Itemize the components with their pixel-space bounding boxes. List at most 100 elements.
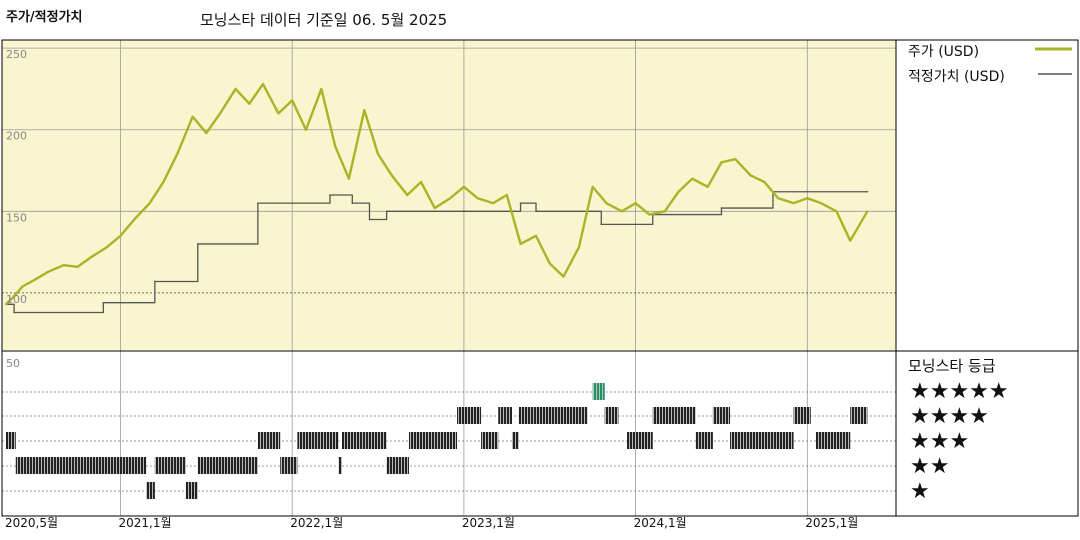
- price-point: [634, 202, 637, 204]
- rating-bar: [154, 457, 186, 474]
- fair-value-line: [6, 191, 868, 314]
- rating-bar: [386, 457, 409, 474]
- rating-bar: [652, 407, 696, 424]
- price-point: [248, 102, 251, 105]
- fair-value-point: [351, 202, 354, 204]
- rating-bar: [511, 432, 519, 449]
- price-point: [305, 128, 307, 131]
- price-point: [119, 234, 122, 237]
- rating-bar: [592, 383, 605, 400]
- x-tick-label: 2024,1월: [634, 516, 687, 530]
- price-point: [133, 218, 136, 221]
- price-point: [420, 181, 422, 183]
- price-point: [277, 112, 280, 115]
- price-point: [406, 194, 409, 196]
- price-point: [90, 256, 93, 258]
- rating-bar: [342, 432, 387, 449]
- price-point: [691, 177, 694, 180]
- fair-value-point: [385, 210, 388, 213]
- price-point: [492, 202, 494, 204]
- price-point: [506, 194, 508, 196]
- price-point: [33, 279, 36, 281]
- rating-bar: [815, 432, 851, 449]
- price-point: [5, 303, 7, 306]
- rating-bar: [627, 432, 653, 449]
- rating-bar: [712, 407, 731, 424]
- rating-bar: [185, 482, 198, 499]
- rating-bar: [146, 482, 155, 499]
- price-point: [849, 239, 852, 242]
- price-point: [191, 115, 194, 118]
- price-point: [449, 197, 451, 200]
- price-point: [476, 197, 479, 200]
- price-point: [348, 177, 350, 180]
- price-point: [621, 210, 623, 213]
- rating-legend-title: 모닝스타 등급: [908, 357, 996, 375]
- rating-bar: [338, 457, 343, 474]
- fair-value-point: [519, 202, 522, 204]
- fair-value-point: [329, 194, 331, 196]
- rating-bar: [197, 457, 258, 474]
- price-line: [5, 82, 869, 306]
- price-point: [777, 197, 779, 200]
- rating-bar: [604, 407, 619, 424]
- rating-bar: [280, 457, 298, 474]
- price-point: [706, 186, 709, 188]
- price-point: [13, 295, 15, 297]
- rating-bar: [498, 407, 512, 424]
- fair-value-point: [600, 223, 603, 226]
- price-point: [734, 158, 736, 160]
- data-date-subtitle: 모닝스타 데이터 기준일 06. 5월 2025: [200, 11, 448, 29]
- price-point: [234, 88, 237, 90]
- price-point: [291, 99, 294, 102]
- fair-value-point: [463, 210, 465, 213]
- price-plot-background: [2, 40, 896, 350]
- rating-bar: [297, 432, 339, 449]
- rating-bar: [793, 407, 811, 424]
- rating-bar: [481, 432, 499, 449]
- x-tick-label: 2021,1월: [119, 516, 172, 530]
- price-point: [548, 262, 551, 265]
- price-point: [63, 264, 65, 266]
- fair-value-point: [866, 190, 869, 193]
- price-point: [535, 234, 537, 237]
- y-tick-label: 200: [6, 130, 27, 143]
- fair-value-point: [196, 243, 199, 245]
- price-point: [47, 270, 50, 273]
- price-point: [820, 202, 822, 204]
- price-point: [663, 210, 666, 213]
- y-tick-label: 100: [6, 293, 27, 306]
- price-point: [835, 210, 838, 213]
- price-point: [377, 153, 379, 156]
- fair-value-point: [13, 311, 15, 314]
- fair-value-point: [291, 202, 294, 204]
- price-point: [763, 181, 766, 183]
- y-tick-label: 150: [6, 211, 27, 224]
- fair-value-point: [368, 218, 371, 221]
- legend-fair-value-label: 적정가치 (USD): [908, 69, 1005, 85]
- fair-value-point: [154, 280, 156, 283]
- star-row-2: ★★: [910, 454, 950, 479]
- fair-value-point: [102, 301, 105, 304]
- legend-price-label: 주가 (USD): [908, 44, 980, 60]
- rating-bar: [850, 407, 868, 424]
- price-point: [363, 109, 366, 111]
- fair-value-point: [720, 207, 723, 209]
- price-lines: [5, 82, 869, 314]
- rating-axis-label: 50: [6, 357, 20, 370]
- star-row-5: ★★★★★: [910, 379, 1009, 404]
- price-point: [519, 243, 522, 245]
- axes: 2020,5월 2021,1월 2022,1월 2023,1월 2024,1월 2025,…: [5, 48, 858, 530]
- price-point: [720, 161, 723, 164]
- price-point: [463, 186, 465, 188]
- rating-bar: [695, 432, 713, 449]
- price-point: [176, 153, 178, 156]
- chart-title: 주가/적정가치: [6, 10, 83, 25]
- star-row-3: ★★★: [910, 429, 970, 454]
- x-tick-label: 2023,1월: [462, 516, 515, 530]
- rating-bar: [408, 432, 458, 449]
- price-point: [677, 190, 680, 193]
- price-point: [162, 181, 165, 183]
- fair-value-point: [535, 210, 537, 213]
